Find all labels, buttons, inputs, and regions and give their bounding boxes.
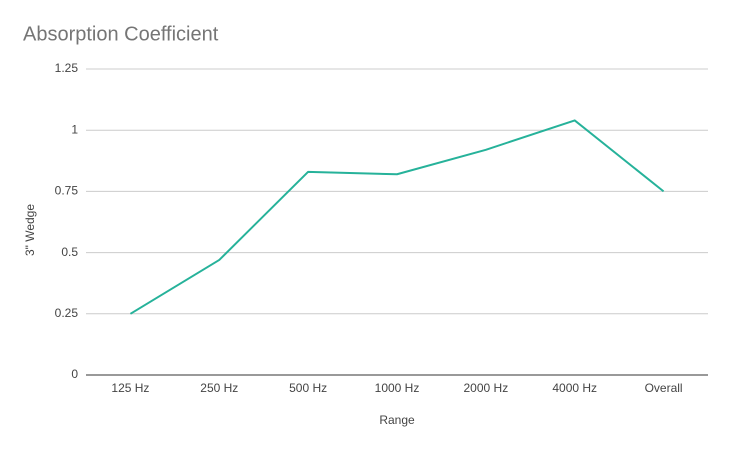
y-tick-label: 0.75 bbox=[55, 184, 79, 198]
y-tick-label: 1.25 bbox=[55, 61, 79, 75]
y-tick-label: 0 bbox=[71, 367, 78, 381]
x-tick-label: 125 Hz bbox=[111, 381, 149, 395]
y-axis-label: 3" Wedge bbox=[23, 204, 37, 256]
x-tick-label: 1000 Hz bbox=[375, 381, 420, 395]
data-line bbox=[129, 119, 665, 315]
chart-title: Absorption Coefficient bbox=[23, 23, 219, 45]
x-tick-label: Overall bbox=[645, 381, 683, 395]
y-tick-label: 0.25 bbox=[55, 306, 79, 320]
x-tick-label: 4000 Hz bbox=[552, 381, 597, 395]
y-tick-label: 0.5 bbox=[61, 245, 78, 259]
x-tick-label: 500 Hz bbox=[289, 381, 327, 395]
x-tick-label: 250 Hz bbox=[200, 381, 238, 395]
x-axis-label: Range bbox=[379, 413, 415, 427]
y-tick-label: 1 bbox=[71, 122, 78, 136]
x-tick-label: 2000 Hz bbox=[464, 381, 509, 395]
